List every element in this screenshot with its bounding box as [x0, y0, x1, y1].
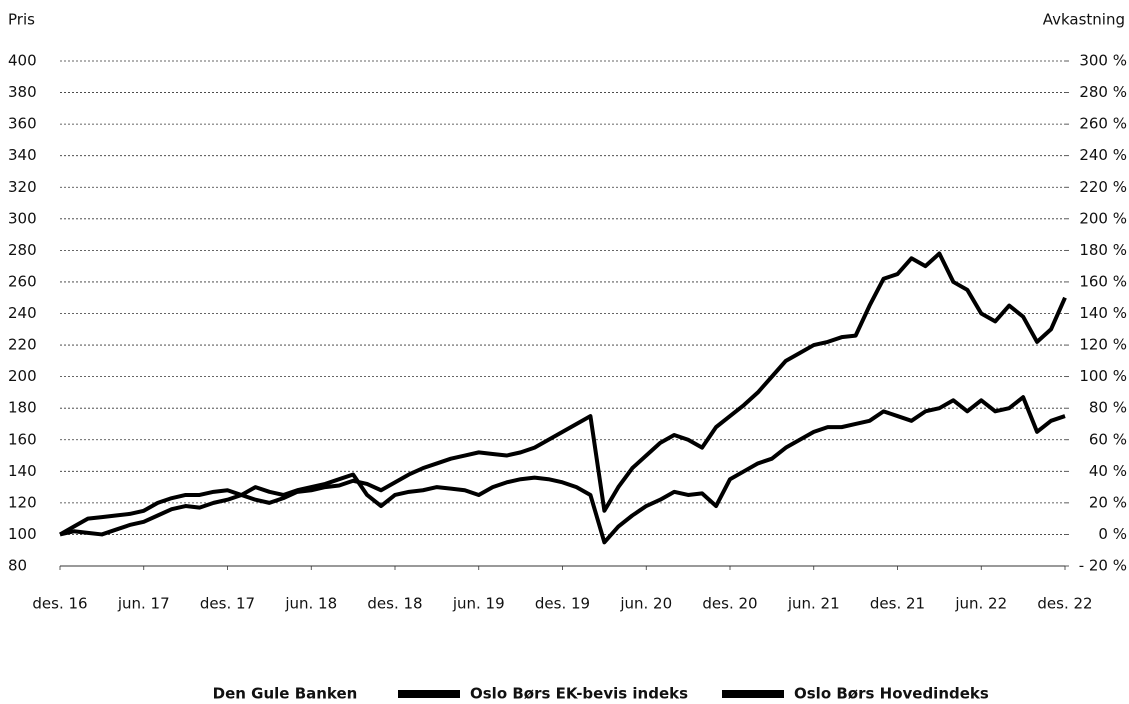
legend-entry: Oslo Børs EK-bevis indeks	[470, 685, 688, 703]
y-tick-label: 300	[8, 209, 37, 227]
y-tick-label: 320	[8, 178, 37, 196]
y2-tick-label: 160 %	[1079, 272, 1127, 290]
y2-tick-label: 180 %	[1079, 241, 1127, 259]
x-tick-label: des. 18	[367, 595, 422, 613]
x-tick-label: jun. 21	[787, 595, 840, 613]
y-tick-label: 360	[8, 115, 37, 133]
y2-axis-label: Avkastning	[1043, 11, 1125, 29]
y2-tick-label: 60 %	[1089, 430, 1127, 448]
y2-tick-label: 80 %	[1089, 399, 1127, 417]
y2-tick-label: 280 %	[1079, 83, 1127, 101]
x-tick-label: jun. 22	[954, 595, 1007, 613]
y-tick-label: 160	[8, 430, 37, 448]
y2-tick-label: 200 %	[1079, 209, 1127, 227]
y-tick-label: 80	[8, 557, 27, 575]
legend: Den Gule Banken Oslo Børs EK-bevis indek…	[213, 685, 989, 703]
x-tick-label: des. 21	[870, 595, 925, 613]
x-tick-label: des. 22	[1037, 595, 1092, 613]
y2-tick-label: 0 %	[1098, 525, 1127, 543]
x-tick-label: des. 20	[702, 595, 757, 613]
y2-tick-label: 220 %	[1079, 178, 1127, 196]
y-tick-label: 140	[8, 462, 37, 480]
y-tick-label: 280	[8, 241, 37, 259]
y2-tick-label: 40 %	[1089, 462, 1127, 480]
y-tick-label: 180	[8, 399, 37, 417]
y-tick-label: 260	[8, 272, 37, 290]
y-axis-label: Pris	[8, 11, 35, 29]
y2-tick-label: 260 %	[1079, 115, 1127, 133]
x-tick-label: des. 17	[200, 595, 255, 613]
y2-tick-label: 120 %	[1079, 336, 1127, 354]
legend-label: Den Gule Banken	[213, 685, 358, 703]
x-tick-label: jun. 19	[452, 595, 505, 613]
y-tick-label: 200	[8, 367, 37, 385]
y2-tick-label: 240 %	[1079, 146, 1127, 164]
y2-tick-label: - 20 %	[1079, 557, 1127, 575]
series-line	[59, 251, 1067, 537]
y-tick-label: 240	[8, 304, 37, 322]
y-tick-label: 100	[8, 525, 37, 543]
y-tick-label: 380	[8, 83, 37, 101]
x-tick-label: jun. 18	[284, 595, 337, 613]
y2-tick-label: 140 %	[1079, 304, 1127, 322]
x-tick-label: des. 19	[535, 595, 590, 613]
legend-swatch	[398, 690, 460, 698]
series-line	[59, 395, 1066, 545]
x-tick-label: des. 16	[32, 595, 87, 613]
y2-tick-label: 100 %	[1079, 367, 1127, 385]
y-tick-label: 400	[8, 52, 37, 70]
legend-entry: Oslo Børs Hovedindeks	[794, 685, 989, 703]
y2-tick-label: 300 %	[1079, 52, 1127, 70]
x-tick-label: jun. 17	[117, 595, 170, 613]
legend-swatch	[722, 690, 784, 698]
x-tick-label: jun. 20	[619, 595, 672, 613]
y-tick-label: 340	[8, 146, 37, 164]
y2-tick-label: 20 %	[1089, 493, 1127, 511]
y-tick-label: 120	[8, 493, 37, 511]
y-tick-label: 220	[8, 336, 37, 354]
